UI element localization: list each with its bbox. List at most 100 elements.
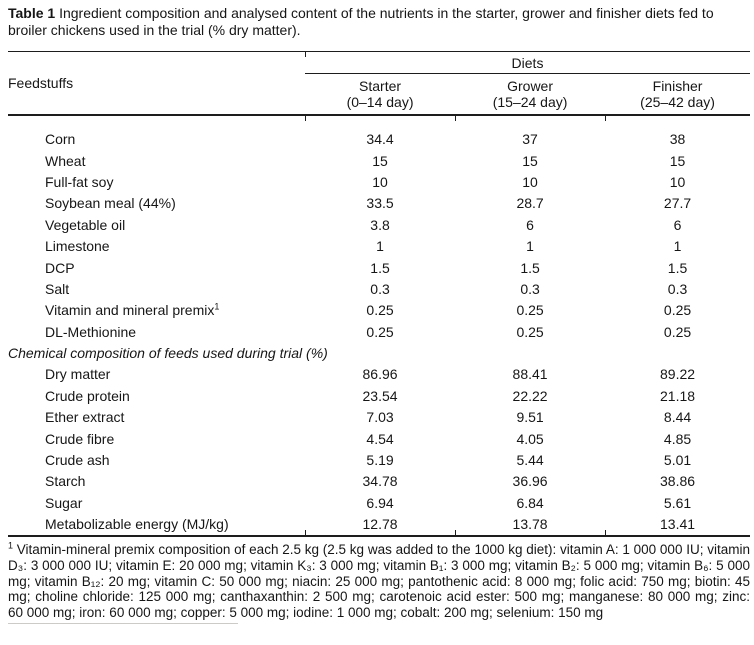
spacer-cell bbox=[304, 115, 455, 129]
row-label: Crude fibre bbox=[8, 428, 305, 449]
spacer-cell bbox=[8, 115, 305, 129]
row-label: Salt bbox=[8, 279, 305, 300]
cell-value: 6.94 bbox=[366, 494, 394, 511]
cell-value: 0.25 bbox=[516, 302, 544, 319]
column-header-row: Starter (0–14 day) Grower (15–24 day) Fi… bbox=[8, 73, 750, 116]
cell-value: 0.3 bbox=[370, 280, 390, 297]
column-header-starter: Starter (0–14 day) bbox=[305, 73, 456, 116]
table-row: Starch 34.78 36.96 38.86 bbox=[8, 471, 750, 492]
cell-value: 0.25 bbox=[663, 323, 692, 340]
table-number: Table 1 bbox=[8, 5, 56, 21]
cell-value: 0.25 bbox=[366, 323, 394, 340]
cell-value: 10 bbox=[372, 173, 388, 190]
cell-value: 38.86 bbox=[660, 473, 696, 490]
cell-value: 38 bbox=[669, 131, 686, 148]
cell-value: 6 bbox=[526, 216, 534, 233]
row-label: Dry matter bbox=[8, 364, 305, 385]
cell-value: 0.3 bbox=[667, 280, 688, 297]
diets-header: Diets bbox=[304, 51, 750, 74]
table-row: Vitamin and mineral premix1 0.25 0.25 0.25 bbox=[8, 300, 750, 321]
cell-value: 28.7 bbox=[516, 195, 544, 212]
row-label-text: Salt bbox=[45, 280, 70, 297]
column-day-range: (0–14 day) bbox=[346, 94, 414, 110]
row-label: DL-Methionine bbox=[8, 322, 305, 343]
table-row: DCP 1.5 1.5 1.5 bbox=[8, 257, 750, 278]
cell-value: 0.25 bbox=[663, 302, 692, 319]
spacer-cell bbox=[454, 115, 605, 129]
column-day-range: (25–42 day) bbox=[640, 94, 715, 110]
table-row: Full-fat soy 10 10 10 bbox=[8, 172, 750, 193]
cell-value: 33.5 bbox=[366, 195, 394, 212]
cell-value: 3.8 bbox=[370, 216, 390, 233]
column-day-range: (15–24 day) bbox=[492, 94, 568, 110]
row-label-text: Vegetable oil bbox=[45, 216, 126, 233]
cell-value: 34.78 bbox=[362, 473, 398, 490]
feedstuffs-header: Feedstuffs bbox=[8, 51, 306, 116]
cell-value: 13.41 bbox=[604, 514, 750, 536]
row-label: Starch bbox=[8, 471, 305, 492]
column-name: Finisher bbox=[652, 78, 703, 94]
cell-value: 4.05 bbox=[516, 430, 544, 447]
row-label-text: DL-Methionine bbox=[45, 323, 137, 340]
cell-value: 15 bbox=[372, 152, 388, 169]
row-label-text: Crude fibre bbox=[45, 430, 115, 447]
row-label: Ether extract bbox=[8, 407, 305, 428]
cell-value: 0.25 bbox=[516, 323, 544, 340]
footnote-ref: 1 bbox=[214, 301, 220, 312]
cell-value: 86.96 bbox=[362, 366, 398, 383]
cell-value: 1 bbox=[673, 238, 682, 255]
row-label: Crude ash bbox=[8, 450, 305, 471]
cell-value: 5.61 bbox=[663, 494, 692, 511]
table-row: DL-Methionine 0.25 0.25 0.25 bbox=[8, 322, 750, 343]
spacer-cell bbox=[604, 115, 750, 129]
cell-value: 37 bbox=[522, 131, 538, 148]
cell-value: 7.03 bbox=[366, 409, 394, 426]
row-label-text: Corn bbox=[45, 131, 76, 148]
cell-value: 9.51 bbox=[516, 409, 544, 426]
row-label: Crude protein bbox=[8, 386, 305, 407]
row-label-text: Starch bbox=[45, 473, 86, 490]
paper-table-figure: Table 1 Ingredient composition and analy… bbox=[8, 5, 750, 625]
table-row: Sugar 6.94 6.84 5.61 bbox=[8, 493, 750, 514]
table-row: Soybean meal (44%) 33.5 28.7 27.7 bbox=[8, 193, 750, 214]
cell-value: 5.01 bbox=[663, 452, 692, 469]
row-label: Limestone bbox=[8, 236, 305, 257]
cell-value: 15 bbox=[669, 152, 686, 169]
table-row: Dry matter 86.96 88.41 89.22 bbox=[8, 364, 750, 385]
cell-value: 15 bbox=[522, 152, 538, 169]
table-row: Metabolizable energy (MJ/kg) 12.78 13.78 13… bbox=[8, 514, 750, 536]
cell-value: 10 bbox=[522, 173, 538, 190]
table-row: Wheat 15 15 15 bbox=[8, 150, 750, 171]
diet-composition-table: Feedstuffs Diets Starter (0–14 day) Grow… bbox=[8, 51, 750, 538]
cell-value: 36.96 bbox=[512, 473, 548, 490]
row-label-text: Vitamin and mineral premix bbox=[45, 302, 215, 319]
cell-value: 0.3 bbox=[520, 280, 540, 297]
cell-value: 34.4 bbox=[366, 131, 394, 148]
table-row: Vegetable oil 3.8 6 6 bbox=[8, 215, 750, 236]
column-header-finisher: Finisher (25–42 day) bbox=[605, 73, 750, 116]
row-label: Vegetable oil bbox=[8, 215, 305, 236]
cell-value: 1.5 bbox=[370, 259, 390, 276]
cell-value: 1 bbox=[526, 238, 534, 255]
cell-value: 1 bbox=[376, 238, 384, 255]
cell-value: 27.7 bbox=[663, 195, 692, 212]
table-body: Corn 34.4 37 38 Wheat 15 15 15 Full-fat soy 10 10 1… bbox=[8, 115, 750, 536]
cell-value: 21.18 bbox=[660, 387, 696, 404]
table-row: Salt 0.3 0.3 0.3 bbox=[8, 279, 750, 300]
row-label: Vitamin and mineral premix1 bbox=[8, 300, 305, 321]
column-name: Grower bbox=[507, 78, 554, 94]
cell-value: 1.5 bbox=[520, 259, 540, 276]
row-label-text: Ether extract bbox=[45, 409, 125, 426]
cell-value: 12.78 bbox=[304, 514, 455, 536]
row-label: Full-fat soy bbox=[8, 172, 305, 193]
table-row: Crude fibre 4.54 4.05 4.85 bbox=[8, 428, 750, 449]
cell-value: 8.44 bbox=[663, 409, 692, 426]
row-label-text: Full-fat soy bbox=[45, 173, 114, 190]
cell-value: 5.19 bbox=[366, 452, 394, 469]
row-label-text: Limestone bbox=[45, 238, 110, 255]
cell-value: 6 bbox=[673, 216, 682, 233]
footnote-text: Vitamin-mineral premix composition of ea… bbox=[8, 542, 750, 620]
table-row: Corn 34.4 37 38 bbox=[8, 129, 750, 150]
cell-value: 23.54 bbox=[362, 387, 398, 404]
table-caption: Table 1 Ingredient composition and analy… bbox=[8, 5, 750, 38]
